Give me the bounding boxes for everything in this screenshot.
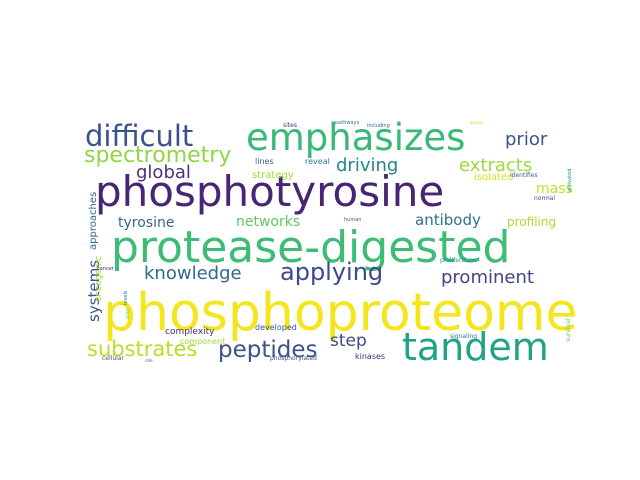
word-networks: networks <box>236 214 300 230</box>
word-developed: developed <box>255 323 297 332</box>
word-human: human <box>344 217 361 223</box>
word-phosphorylated: phosphorylated <box>270 355 317 362</box>
word-complexity: complexity <box>165 327 215 337</box>
word-levels: levels <box>123 290 129 305</box>
word-survival: survival <box>565 318 572 342</box>
word-strategy: strategy <box>252 170 294 181</box>
word-prominent: prominent <box>441 267 534 288</box>
word-applying: applying <box>280 258 383 286</box>
word-assess: assess <box>470 120 483 125</box>
word-peptides: peptides <box>218 337 318 363</box>
word-lines: lines <box>255 157 274 166</box>
word-sites: sites <box>283 122 297 129</box>
word-proliferation: proliferation <box>440 257 477 264</box>
word-systems: systems <box>85 260 103 322</box>
word-oncogenic: oncogenic <box>94 256 104 302</box>
word-phosphotyrosine: phosphotyrosine <box>95 167 444 216</box>
word-driving: driving <box>336 155 398 176</box>
word-tandem: tandem <box>402 325 549 369</box>
word-component: component <box>180 337 225 346</box>
word-kinases: kinases <box>355 352 385 361</box>
word-play: play <box>125 308 131 319</box>
word-knowledge: knowledge <box>144 263 242 284</box>
word-difficult: difficult <box>85 119 193 153</box>
word-tyrosine: tyrosine <box>118 215 174 231</box>
word-antibody: antibody <box>415 211 481 229</box>
word-prior: prior <box>505 129 548 150</box>
word-step: step <box>330 331 367 351</box>
word-approaches: approaches <box>88 192 99 250</box>
word-signaling: signaling <box>450 333 477 340</box>
word-mass: mass <box>536 181 573 197</box>
word-activated: activated <box>567 169 573 192</box>
word-role: role <box>145 358 153 363</box>
word-extracts: extracts <box>459 155 532 176</box>
word-global: global <box>136 162 191 183</box>
word-profiling: profiling <box>507 215 556 229</box>
word-cellular: cellular <box>102 355 124 362</box>
word-including: including <box>367 123 390 129</box>
word-reveal: reveal <box>305 157 330 166</box>
word-spectrometry: spectrometry <box>84 143 231 168</box>
word-pathways: pathways <box>335 120 359 126</box>
word-cancer: cancer <box>97 266 115 272</box>
word-substrates: substrates <box>87 337 197 361</box>
word-emphasizes: emphasizes <box>246 116 465 159</box>
word-phosphoproteome: phosphoproteome <box>103 283 578 343</box>
word-isolated: isolated <box>474 172 513 183</box>
word-normal: normal <box>534 195 555 202</box>
word-protease-digested: protease-digested <box>111 222 510 273</box>
word-identifies: identifies <box>510 172 538 179</box>
